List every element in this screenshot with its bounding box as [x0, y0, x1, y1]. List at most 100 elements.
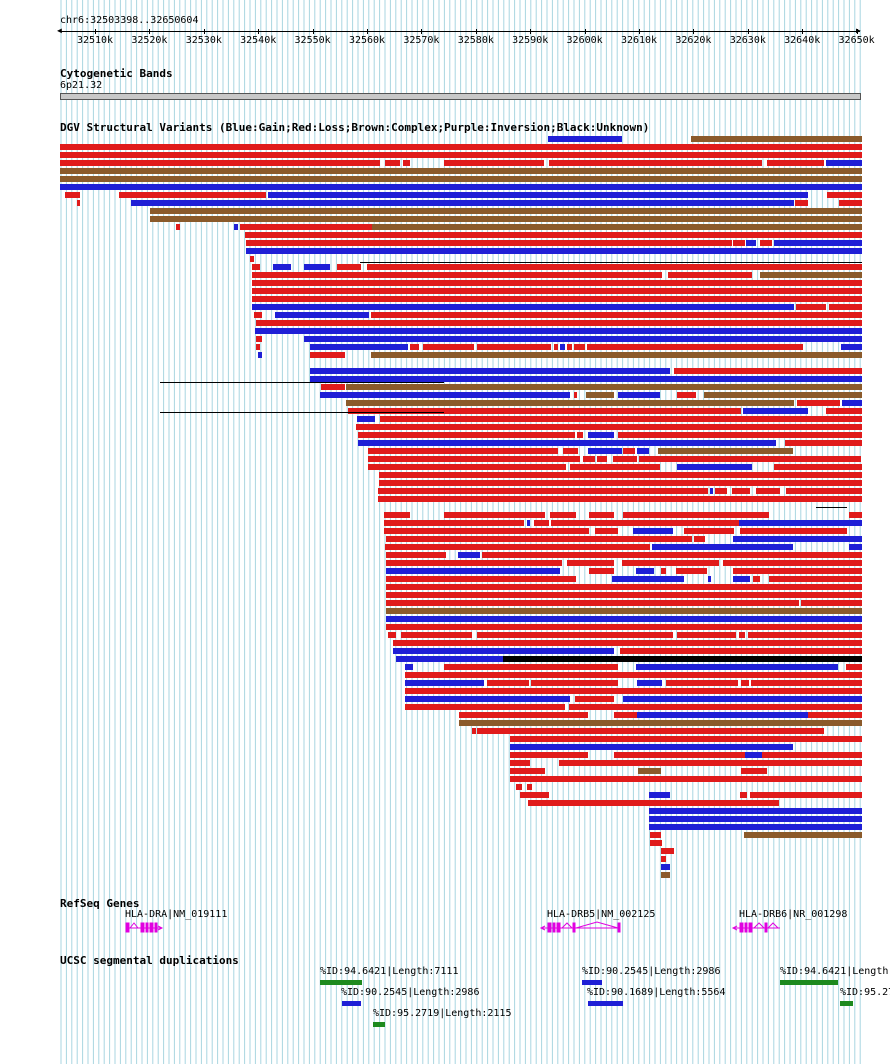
dgv-variant-feature[interactable] — [710, 488, 713, 494]
dgv-variant-feature[interactable] — [577, 432, 583, 438]
dgv-variant-feature[interactable] — [320, 392, 570, 398]
dgv-variant-feature[interactable] — [613, 456, 637, 462]
dgv-variant-feature[interactable] — [623, 696, 862, 702]
dgv-variant-feature[interactable] — [368, 464, 566, 470]
dgv-variant-feature[interactable] — [459, 712, 588, 718]
dgv-variant-feature[interactable] — [760, 240, 772, 246]
dgv-variant-feature[interactable] — [477, 632, 673, 638]
dgv-variant-feature[interactable] — [785, 440, 862, 446]
dgv-variant-feature[interactable] — [661, 864, 670, 870]
dgv-variant-feature[interactable] — [510, 736, 862, 742]
dgv-variant-feature[interactable] — [739, 632, 745, 638]
dgv-variant-feature[interactable] — [150, 216, 862, 222]
dgv-variant-feature[interactable] — [637, 712, 808, 718]
dgv-variant-feature[interactable] — [368, 456, 580, 462]
dgv-variant-feature[interactable] — [636, 664, 838, 670]
dgv-variant-feature[interactable] — [527, 520, 530, 526]
dgv-variant-feature[interactable] — [849, 512, 862, 518]
dgv-variant-feature[interactable] — [723, 560, 862, 566]
dgv-variant-feature[interactable] — [796, 304, 826, 310]
dgv-variant-feature[interactable] — [760, 272, 862, 278]
segdup-feature[interactable] — [342, 1001, 361, 1006]
dgv-variant-feature[interactable] — [254, 312, 262, 318]
dgv-variant-feature[interactable] — [691, 136, 862, 142]
dgv-variant-feature[interactable] — [554, 344, 558, 350]
dgv-variant-feature[interactable] — [650, 832, 661, 838]
dgv-variant-feature[interactable] — [569, 704, 862, 710]
cytoband-bar[interactable] — [60, 93, 861, 100]
dgv-variant-feature[interactable] — [410, 344, 419, 350]
dgv-variant-feature[interactable] — [658, 448, 793, 454]
dgv-variant-feature[interactable] — [668, 272, 752, 278]
dgv-variant-feature[interactable] — [396, 656, 503, 662]
dgv-variant-feature[interactable] — [589, 512, 614, 518]
dgv-variant-feature[interactable] — [661, 856, 666, 862]
dgv-variant-feature[interactable] — [574, 392, 577, 398]
dgv-variant-feature[interactable] — [386, 616, 862, 622]
dgv-variant-feature[interactable] — [623, 448, 635, 454]
dgv-variant-feature[interactable] — [337, 264, 361, 270]
dgv-variant-feature[interactable] — [459, 720, 862, 726]
dgv-variant-feature[interactable] — [380, 416, 862, 422]
dgv-variant-feature[interactable] — [385, 160, 400, 166]
dgv-variant-feature[interactable] — [638, 768, 661, 774]
dgv-variant-feature[interactable] — [405, 672, 862, 678]
gene-model-hla-drb6[interactable] — [731, 922, 780, 933]
dgv-variant-feature[interactable] — [275, 312, 369, 318]
dgv-variant-feature[interactable] — [77, 200, 80, 206]
dgv-variant-feature[interactable] — [652, 544, 793, 550]
dgv-variant-feature[interactable] — [379, 472, 862, 478]
dgv-variant-feature[interactable] — [256, 344, 260, 350]
dgv-variant-feature[interactable] — [551, 520, 852, 526]
dgv-variant-feature[interactable] — [795, 200, 808, 206]
dgv-variant-feature[interactable] — [482, 552, 862, 558]
dgv-variant-feature[interactable] — [487, 680, 529, 686]
dgv-variant-feature[interactable] — [357, 416, 375, 422]
dgv-variant-feature[interactable] — [769, 576, 862, 582]
dgv-variant-feature[interactable] — [386, 584, 862, 590]
dgv-variant-feature[interactable] — [740, 792, 747, 798]
dgv-variant-feature[interactable] — [612, 576, 684, 582]
dgv-variant-feature[interactable] — [649, 824, 862, 830]
dgv-variant-feature[interactable] — [637, 448, 649, 454]
dgv-variant-feature[interactable] — [751, 680, 862, 686]
dgv-variant-feature[interactable] — [386, 608, 862, 614]
dgv-variant-feature[interactable] — [510, 744, 793, 750]
dgv-variant-feature[interactable] — [367, 264, 862, 270]
dgv-variant-feature[interactable] — [829, 304, 862, 310]
dgv-variant-feature[interactable] — [586, 392, 614, 398]
dgv-variant-feature[interactable] — [744, 832, 862, 838]
dgv-variant-feature[interactable] — [750, 792, 862, 798]
dgv-variant-feature[interactable] — [649, 792, 670, 798]
dgv-variant-feature[interactable] — [841, 344, 862, 350]
dgv-variant-feature[interactable] — [570, 464, 660, 470]
dgv-variant-feature[interactable] — [304, 264, 330, 270]
dgv-variant-feature[interactable] — [516, 784, 522, 790]
dgv-variant-feature[interactable] — [510, 768, 545, 774]
dgv-variant-feature[interactable] — [849, 544, 862, 550]
dgv-variant-feature[interactable] — [252, 288, 862, 294]
dgv-variant-feature[interactable] — [622, 560, 719, 566]
dgv-variant-feature[interactable] — [520, 792, 549, 798]
dgv-variant-feature[interactable] — [60, 152, 862, 158]
dgv-variant-feature[interactable] — [618, 392, 660, 398]
dgv-variant-feature[interactable] — [310, 344, 408, 350]
dgv-variant-feature[interactable] — [403, 160, 410, 166]
dgv-variant-feature[interactable] — [310, 376, 862, 382]
dgv-variant-feature[interactable] — [563, 448, 578, 454]
dgv-variant-feature[interactable] — [379, 480, 862, 486]
dgv-variant-feature[interactable] — [321, 384, 345, 390]
dgv-variant-feature[interactable] — [786, 488, 862, 494]
dgv-variant-feature[interactable] — [477, 728, 824, 734]
dgv-variant-feature[interactable] — [150, 208, 862, 214]
dgv-variant-feature[interactable] — [423, 344, 474, 350]
dgv-variant-feature[interactable] — [741, 680, 749, 686]
dgv-variant-feature[interactable] — [503, 656, 862, 662]
gene-model-hla-dra[interactable] — [125, 922, 164, 933]
position-ruler[interactable]: ◀ ▶ 32510k 32520k 32530k 32540k 32550k 32560k… — [57, 27, 875, 48]
dgv-variant-feature[interactable] — [741, 768, 767, 774]
dgv-variant-feature[interactable] — [393, 648, 614, 654]
dgv-variant-feature[interactable] — [636, 568, 654, 574]
dgv-variant-feature[interactable] — [384, 528, 589, 534]
dgv-variant-feature[interactable] — [588, 448, 622, 454]
